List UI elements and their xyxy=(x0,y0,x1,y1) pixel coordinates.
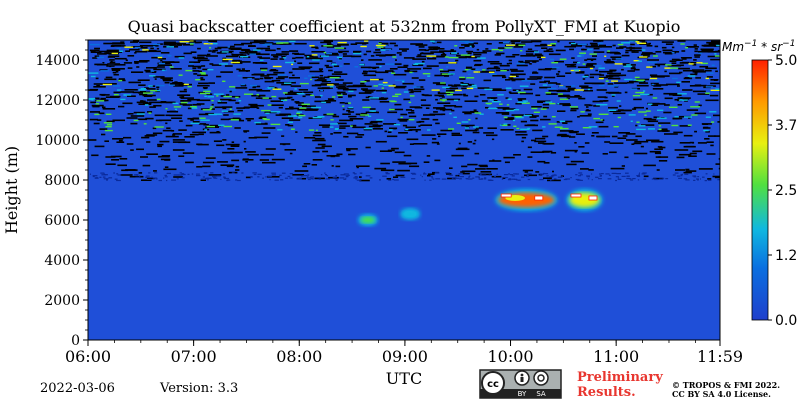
y-tick-label: 12000 xyxy=(35,93,80,109)
colorbar-tick-label: 0.0 xyxy=(775,313,797,329)
copyright-line1: © TROPOS & FMI 2022. xyxy=(672,380,780,390)
x-tick-label: 06:00 xyxy=(65,347,111,366)
plot-area xyxy=(88,40,720,340)
cc-logo-text: cc xyxy=(487,379,499,390)
boundary-layer xyxy=(88,40,720,340)
x-tick-label: 11:00 xyxy=(593,347,639,366)
badge-by: BY xyxy=(518,390,527,398)
colorbar xyxy=(751,59,769,321)
x-tick-label: 08:00 xyxy=(276,347,322,366)
colorbar-tick-label: 2.5 xyxy=(775,183,797,199)
footer-version: Version: 3.3 xyxy=(159,381,238,396)
badge-sa: SA xyxy=(536,390,546,398)
chart-title: Quasi backscatter coefficient at 532nm f… xyxy=(128,17,681,36)
cloud-features xyxy=(357,189,603,226)
y-tick-label: 0 xyxy=(71,333,80,349)
colorbar-unit: Mm−1 * sr−1 xyxy=(722,39,795,54)
x-axis: 06:00 07:00 08:00 09:00 10:00 11:00 11:59 xyxy=(65,340,743,366)
copyright-line2: CC BY SA 4.0 License. xyxy=(672,389,771,399)
y-tick-label: 14000 xyxy=(35,53,80,69)
noise-zone xyxy=(88,40,720,182)
preliminary-line2: Results. xyxy=(577,385,636,400)
y-tick-label: 8000 xyxy=(44,173,80,189)
y-tick-label: 4000 xyxy=(44,253,80,269)
x-tick-label: 09:00 xyxy=(382,347,428,366)
x-tick-label: 07:00 xyxy=(171,347,217,366)
footer-date: 2022-03-06 xyxy=(40,381,115,396)
y-axis: 0 2000 4000 6000 8000 10000 12000 14000 xyxy=(35,39,88,349)
colorbar-ticks: 0.0 1.2 2.5 3.7 5.0 xyxy=(768,53,797,329)
colorbar-tick-label: 5.0 xyxy=(775,53,797,69)
x-tick-label: 11:59 xyxy=(697,347,743,366)
cc-logo-icon xyxy=(481,371,505,395)
preliminary-line1: Preliminary xyxy=(577,370,663,385)
y-tick-label: 6000 xyxy=(44,213,80,229)
cc-license-badge: cc BY SA xyxy=(479,369,562,399)
y-tick-label: 10000 xyxy=(35,133,80,149)
x-tick-label: 10:00 xyxy=(487,347,533,366)
colorbar-tick-label: 3.7 xyxy=(775,118,797,134)
y-tick-label: 2000 xyxy=(44,293,80,309)
y-axis-label: Height (m) xyxy=(2,146,21,234)
x-axis-label: UTC xyxy=(386,369,422,388)
share-alike-icon xyxy=(533,370,549,386)
colorbar-tick-label: 1.2 xyxy=(775,248,797,264)
